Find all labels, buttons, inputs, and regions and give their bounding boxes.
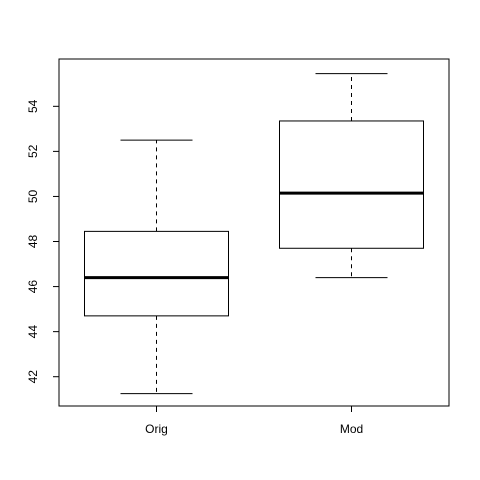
y-tick-label: 54 (26, 99, 40, 113)
boxes-group (84, 73, 424, 395)
iqr-box (279, 120, 424, 249)
y-tick-label: 50 (26, 189, 40, 203)
iqr-box (84, 230, 229, 317)
y-tick-label: 48 (26, 235, 40, 249)
y-axis: 42 44 46 48 50 52 54 (26, 99, 60, 384)
y-tick-label: 44 (26, 325, 40, 339)
box-orig (84, 139, 229, 395)
x-category-label: Mod (340, 422, 363, 436)
x-category-label: Orig (145, 422, 168, 436)
y-tick-label: 42 (26, 370, 40, 384)
y-tick-label: 52 (26, 144, 40, 158)
box-mod (279, 73, 424, 279)
y-tick-label: 46 (26, 280, 40, 294)
x-axis: Orig Mod (145, 405, 363, 436)
